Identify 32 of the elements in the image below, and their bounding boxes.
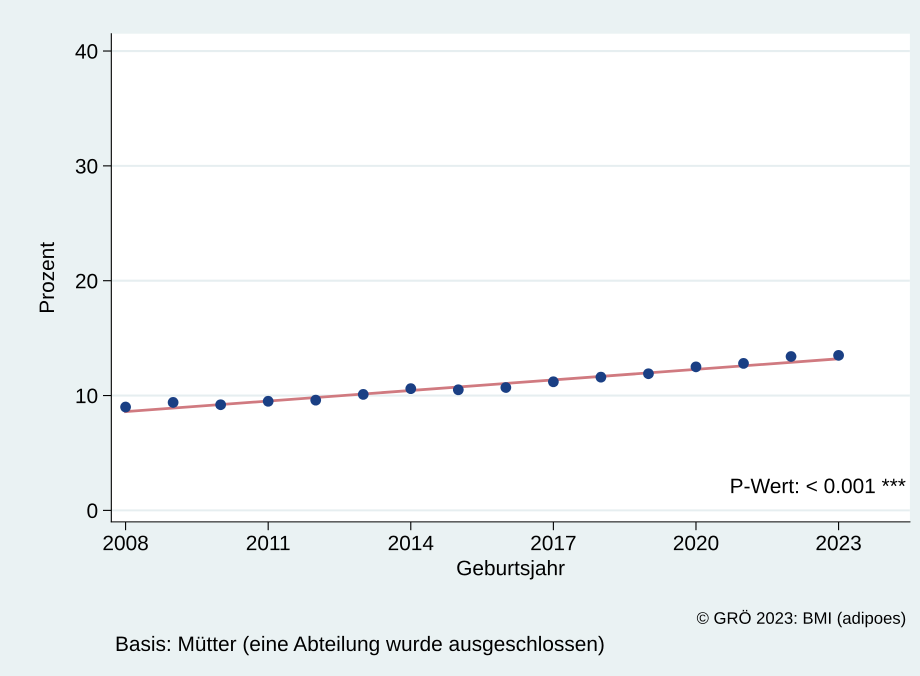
- point: [215, 399, 226, 410]
- point: [833, 350, 844, 361]
- x-tick-label: 2017: [531, 536, 576, 550]
- point: [690, 361, 702, 372]
- x-tick-label: 2008: [103, 536, 148, 550]
- text: © GRÖ 2023: BMI (adipoes): [696, 610, 906, 628]
- y-tick-label: 20: [76, 274, 98, 288]
- point: [168, 397, 178, 408]
- point: [405, 383, 416, 394]
- point: [358, 389, 369, 400]
- point: [548, 376, 559, 388]
- point: [310, 394, 322, 406]
- point: [786, 351, 796, 362]
- y-tick-label: 30: [76, 158, 98, 174]
- point: [738, 358, 749, 369]
- point: [120, 402, 131, 412]
- annotation: P-Wert: < 0.001 ***: [731, 478, 906, 494]
- point: [643, 368, 654, 380]
- point: [596, 372, 606, 383]
- x-tick-label: 2020: [674, 536, 718, 550]
- x-axis-title: Geburtsjahr: [457, 560, 565, 580]
- x-tick-label: 2011: [246, 536, 290, 550]
- y-tick-label: 0: [87, 503, 98, 518]
- point: [452, 384, 464, 396]
- point: [500, 382, 512, 393]
- y-axis-title: Prozent: [40, 242, 54, 312]
- x-tick-label: 2023: [816, 536, 861, 550]
- text: Basis: Mütter (eine Abteilung wurde ausgeschlossen): [116, 636, 604, 656]
- point: [262, 396, 274, 407]
- y-tick-label: 40: [75, 44, 98, 59]
- y-tick-label: 10: [76, 388, 98, 404]
- x-tick-label: 2014: [388, 536, 434, 550]
